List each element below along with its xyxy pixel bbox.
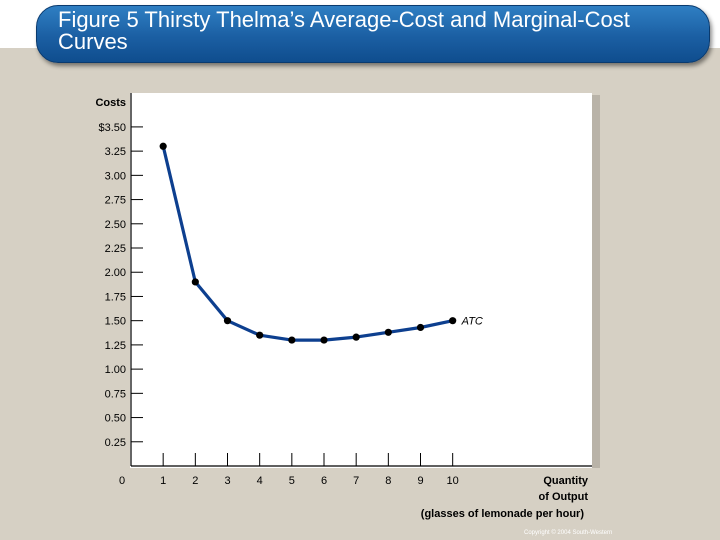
plot-area [130, 93, 592, 468]
y-tick-label: 1.25 [105, 340, 126, 352]
atc-point [449, 317, 457, 325]
copyright-notice: Copyright © 2004 South-Western [524, 530, 613, 536]
x-tick-label: 1 [160, 475, 166, 487]
y-axis-label: Costs [95, 97, 126, 109]
x-tick-label: 10 [447, 475, 459, 487]
atc-point [416, 323, 425, 332]
y-tick-label: 1.50 [105, 316, 126, 328]
x-tick-label: 8 [385, 475, 391, 487]
atc-point [223, 317, 232, 325]
y-tick-label: 1.00 [105, 364, 126, 376]
y-tick-label: 2.50 [105, 219, 126, 231]
atc-point [191, 278, 199, 286]
y-tick-label: 2.75 [105, 195, 126, 207]
atc-curve [161, 144, 455, 342]
y-tick-label: $3.50 [98, 122, 126, 134]
x-tick-label: 2 [192, 475, 198, 487]
atc-point [159, 142, 167, 150]
title-bar [36, 5, 710, 63]
x-axis-label-line3: (glasses of lemonade per hour) [421, 508, 585, 520]
x-tick-label: 3 [224, 475, 230, 487]
atc-point [288, 336, 296, 344]
y-tick-label: 2.25 [105, 243, 126, 255]
atc-point [352, 333, 360, 341]
y-tick-label: 2.00 [105, 267, 126, 279]
y-tick-label: 3.25 [105, 146, 126, 158]
y-tick-label: 1.75 [105, 291, 126, 303]
slide-title: Figure 5 Thirsty Thelma’s Average-Cost a… [58, 7, 630, 54]
y-tick-label: 0.75 [105, 388, 126, 400]
x-axis-label-line2: of Output [539, 491, 589, 503]
x-axis-label-line1: Quantity [543, 475, 588, 487]
y-tick-label: 0.50 [105, 413, 126, 425]
y-tick-label: 3.00 [105, 170, 126, 182]
x-tick-label: 5 [289, 475, 295, 487]
x-tick-label: 7 [353, 475, 359, 487]
origin-label: 0 [119, 475, 125, 487]
atc-point [384, 328, 392, 336]
atc-series-label: ATC [461, 316, 483, 328]
atc-point [320, 336, 328, 344]
y-tick-label: 0.25 [105, 437, 126, 449]
x-tick-label: 6 [321, 475, 327, 487]
atc-point [256, 331, 264, 339]
x-tick-label: 4 [257, 475, 263, 487]
x-tick-label: 9 [417, 475, 423, 487]
